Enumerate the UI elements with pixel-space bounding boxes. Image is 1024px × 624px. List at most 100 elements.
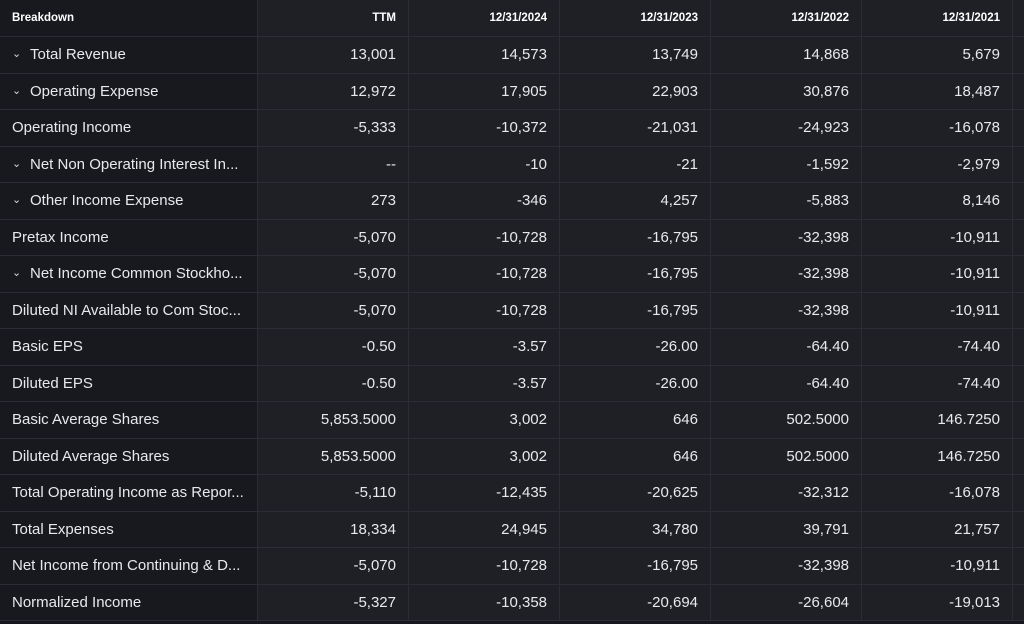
row-tail <box>1013 511 1024 547</box>
value-cell: 5,853.5000 <box>258 438 409 474</box>
chevron-down-icon[interactable]: ⌄ <box>12 157 22 170</box>
value-cell: -16,078 <box>862 110 1013 146</box>
row-tail <box>1013 475 1024 511</box>
value-cell: -12,435 <box>409 475 560 511</box>
value-cell: -20,694 <box>560 584 711 620</box>
value-cell: -10,358 <box>409 584 560 620</box>
row-label[interactable]: ⌄ Total Revenue <box>0 37 258 73</box>
row-tail <box>1013 146 1024 182</box>
column-header-2023: 12/31/2023 <box>560 0 711 36</box>
row-label: Diluted NI Available to Com Stoc... <box>0 292 258 328</box>
table-row[interactable]: ⌄ Net Non Operating Interest In... -- -10 -2… <box>0 146 1024 183</box>
row-label: Normalized Income <box>0 584 258 620</box>
chevron-down-icon[interactable]: ⌄ <box>12 84 22 97</box>
row-tail <box>1013 219 1024 255</box>
value-cell: -1,592 <box>711 146 862 182</box>
row-label-text: Net Income Common Stockho... <box>30 265 243 283</box>
table-row: Diluted Average Shares 5,853.5000 3,002 646… <box>0 438 1024 475</box>
row-label: Total Operating Income as Repor... <box>0 475 258 511</box>
row-tail <box>1013 183 1024 219</box>
row-label: Pretax Income <box>0 219 258 255</box>
value-cell: -32,398 <box>711 219 862 255</box>
row-label[interactable]: ⌄ Other Income Expense <box>0 183 258 219</box>
row-tail <box>1013 292 1024 328</box>
row-tail <box>1013 73 1024 109</box>
value-cell: -16,795 <box>560 292 711 328</box>
column-header-2022: 12/31/2022 <box>711 0 862 36</box>
row-label-text: Basic Average Shares <box>12 411 160 429</box>
value-cell: -64.40 <box>711 365 862 401</box>
row-label-text: Operating Expense <box>30 82 159 100</box>
value-cell: -19,013 <box>862 584 1013 620</box>
row-label[interactable]: ⌄ Net Income Common Stockho... <box>0 256 258 292</box>
table-row: Diluted NI Available to Com Stoc... -5,07… <box>0 292 1024 329</box>
value-cell: -0.50 <box>258 365 409 401</box>
row-tail <box>1013 365 1024 401</box>
row-tail <box>1013 37 1024 73</box>
value-cell: -10,911 <box>862 256 1013 292</box>
value-cell: -2,979 <box>862 146 1013 182</box>
value-cell: -16,078 <box>862 475 1013 511</box>
column-header-2021: 12/31/2021 <box>862 0 1013 36</box>
table-row[interactable]: ⌄ Net Income Common Stockho... -5,070 -10,7… <box>0 256 1024 293</box>
chevron-down-icon[interactable]: ⌄ <box>12 194 22 207</box>
value-cell: 39,791 <box>711 511 862 547</box>
value-cell: 502.5000 <box>711 438 862 474</box>
row-tail <box>1013 584 1024 620</box>
value-cell: -32,398 <box>711 548 862 584</box>
value-cell: -20,625 <box>560 475 711 511</box>
table-row: Diluted EPS -0.50 -3.57 -26.00 -64.40 -74.40 <box>0 365 1024 402</box>
value-cell: -74.40 <box>862 365 1013 401</box>
value-cell: -32,398 <box>711 256 862 292</box>
value-cell: -10,911 <box>862 219 1013 255</box>
value-cell: -10,372 <box>409 110 560 146</box>
value-cell: -21,031 <box>560 110 711 146</box>
table-row[interactable]: ⌄ Total Revenue 13,001 14,573 13,749 14,868 5,… <box>0 37 1024 74</box>
value-cell: 646 <box>560 402 711 438</box>
table-row[interactable]: ⌄ Operating Expense 12,972 17,905 22,903 30,8… <box>0 73 1024 110</box>
table-row: Pretax Income -5,070 -10,728 -16,795 -32,398… <box>0 219 1024 256</box>
value-cell: -10,728 <box>409 256 560 292</box>
row-label-text: Basic EPS <box>12 338 83 356</box>
value-cell: -3.57 <box>409 365 560 401</box>
chevron-down-icon[interactable]: ⌄ <box>12 48 22 61</box>
row-tail <box>1013 256 1024 292</box>
row-label-text: Diluted NI Available to Com Stoc... <box>12 301 241 319</box>
row-label: Diluted Average Shares <box>0 438 258 474</box>
value-cell: -5,070 <box>258 219 409 255</box>
value-cell: 273 <box>258 183 409 219</box>
value-cell: -64.40 <box>711 329 862 365</box>
table-header-row: Breakdown TTM 12/31/2024 12/31/2023 12/3… <box>0 0 1024 37</box>
row-label-text: Total Revenue <box>30 46 126 64</box>
value-cell: 22,903 <box>560 73 711 109</box>
value-cell: -16,795 <box>560 548 711 584</box>
value-cell: -3.57 <box>409 329 560 365</box>
value-cell: 4,257 <box>560 183 711 219</box>
row-label-text: Pretax Income <box>12 228 109 246</box>
row-label[interactable]: ⌄ Net Non Operating Interest In... <box>0 146 258 182</box>
value-cell: -10,911 <box>862 292 1013 328</box>
column-header-ttm: TTM <box>258 0 409 36</box>
value-cell: 8,146 <box>862 183 1013 219</box>
value-cell: -26,604 <box>711 584 862 620</box>
value-cell: -5,070 <box>258 292 409 328</box>
value-cell: 17,905 <box>409 73 560 109</box>
row-tail <box>1013 110 1024 146</box>
value-cell: -0.50 <box>258 329 409 365</box>
row-tail <box>1013 329 1024 365</box>
row-label: Basic Average Shares <box>0 402 258 438</box>
value-cell: -5,070 <box>258 548 409 584</box>
table-row[interactable]: ⌄ Other Income Expense 273 -346 4,257 -5,883 8… <box>0 183 1024 220</box>
value-cell: 18,334 <box>258 511 409 547</box>
table-row: Total Expenses 18,334 24,945 34,780 39,791 21… <box>0 511 1024 548</box>
value-cell: -5,883 <box>711 183 862 219</box>
value-cell: -24,923 <box>711 110 862 146</box>
row-label-text: Operating Income <box>12 119 132 137</box>
value-cell: -5,110 <box>258 475 409 511</box>
row-label-text: Net Non Operating Interest In... <box>30 155 239 173</box>
row-label-text: Net Income from Continuing & D... <box>12 557 241 575</box>
row-label: Total Expenses <box>0 511 258 547</box>
chevron-down-icon[interactable]: ⌄ <box>12 267 22 280</box>
row-label[interactable]: ⌄ Operating Expense <box>0 73 258 109</box>
value-cell: -10,728 <box>409 548 560 584</box>
